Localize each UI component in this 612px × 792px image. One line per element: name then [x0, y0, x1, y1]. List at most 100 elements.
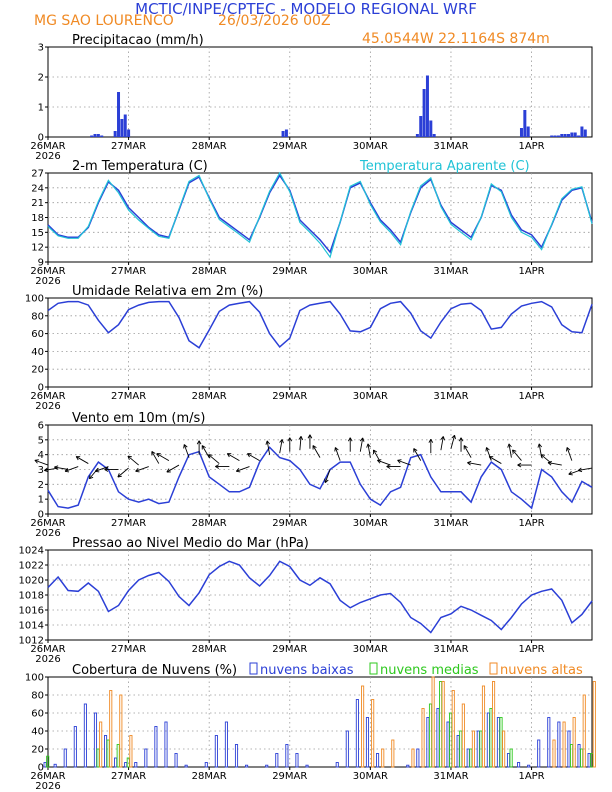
x-tick-label: 30MAR	[353, 391, 388, 402]
cloud-bar-2	[582, 694, 586, 768]
x-tick-label: 27MAR	[111, 771, 146, 782]
cloud-bar-0	[53, 763, 57, 768]
x-tick-label: 26MAR	[30, 141, 65, 152]
header-run-date: 26/03/2026 00Z	[218, 13, 331, 29]
header-coords: 45.0544W 22.1164S 874m	[362, 31, 550, 47]
y-tick-label: 18	[31, 213, 44, 224]
cloud-bar-1	[459, 730, 463, 768]
x-tick-sublabel: 2026	[35, 276, 60, 287]
precip-bar	[566, 134, 570, 137]
wind-arrow-head	[451, 434, 456, 440]
y-tick-label: 21	[31, 198, 44, 209]
wind-arrow	[324, 469, 331, 483]
precip-bar	[526, 126, 530, 137]
wind-arrow	[183, 444, 190, 458]
y-tick-label: 1022	[19, 561, 44, 572]
wind-arrow-head	[540, 454, 545, 459]
cloud-bar-0	[527, 764, 531, 768]
wind-arrow-head	[547, 460, 552, 466]
series-line-0	[47, 300, 593, 349]
x-tick-label: 1APR	[518, 518, 544, 529]
wind-arrow	[54, 466, 69, 470]
cloud-bar-2	[119, 694, 123, 768]
x-tick-label: 27MAR	[111, 518, 146, 529]
cloud-bar-0	[547, 717, 551, 768]
panel-title: Cobertura de Nuvens (%)	[72, 663, 237, 678]
cloud-bar-0	[577, 744, 581, 768]
x-tick-label: 30MAR	[353, 771, 388, 782]
wind-arrow	[508, 443, 512, 458]
x-tick-label: 1APR	[518, 771, 544, 782]
cloud-bar-0	[144, 748, 148, 768]
y-tick-label: 1016	[19, 606, 44, 617]
wind-arrow	[450, 435, 456, 449]
precip-bar	[419, 116, 423, 137]
y-tick-label: 6	[38, 421, 44, 432]
x-tick-label: 27MAR	[111, 644, 146, 655]
wind-arrow-head	[512, 449, 517, 454]
wind-arrow-head	[104, 467, 109, 472]
wind-arrow	[413, 448, 422, 461]
x-tick-sublabel: 2026	[35, 781, 60, 792]
x-tick-label: 30MAR	[353, 644, 388, 655]
wind-arrow	[34, 459, 49, 466]
cloud-bar-0	[426, 717, 430, 768]
x-tick-sublabel: 2026	[35, 151, 60, 162]
wind-arrow-head	[298, 436, 304, 441]
wind-arrow-head	[488, 456, 494, 461]
cloud-bar-2	[421, 708, 425, 768]
cloud-bar-2	[451, 690, 455, 768]
cloud-bar-1	[428, 703, 433, 768]
cloud-bar-0	[436, 708, 440, 768]
precip-bar	[127, 129, 131, 137]
cloud-bar-0	[567, 730, 571, 768]
precip-bar	[425, 75, 429, 137]
wind-arrow-head	[151, 451, 156, 456]
cloud-bar-0	[486, 712, 490, 768]
wind-arrow-head	[566, 447, 571, 452]
panel-title: Pressao ao Nivel Medio do Mar (hPa)	[72, 536, 309, 551]
cloud-bar-0	[184, 764, 188, 768]
wind-arrow-head	[359, 437, 365, 442]
cloud-bar-0	[496, 717, 500, 768]
cloud-bar-0	[305, 764, 309, 768]
y-tick-label: 1020	[19, 576, 44, 587]
wind-arrow-head	[226, 453, 232, 458]
x-tick-sublabel: 2026	[35, 401, 60, 412]
x-tick-label: 29MAR	[272, 518, 307, 529]
wind-arrow-head	[127, 455, 132, 460]
wind-arrow	[440, 436, 444, 451]
x-tick-label: 30MAR	[353, 518, 388, 529]
x-tick-sublabel: 2026	[35, 528, 60, 539]
wind-arrow-head	[568, 470, 573, 476]
wind-arrow-head	[537, 443, 543, 448]
y-tick-label: 0	[38, 763, 44, 774]
cloud-bar-2	[572, 717, 576, 768]
wind-arrow-head	[94, 468, 100, 473]
precip-bar	[580, 126, 584, 137]
wind-arrow	[566, 447, 573, 461]
wind-arrow-head	[88, 474, 94, 480]
x-tick-label: 31MAR	[433, 771, 468, 782]
precip-bar	[523, 110, 527, 137]
cloud-bar-0	[285, 744, 289, 768]
precip-bar	[577, 135, 581, 137]
wind-arrow-head	[208, 454, 213, 459]
y-tick-label: 1	[38, 103, 44, 114]
precip-bar	[570, 132, 574, 137]
cloud-bar-2	[441, 681, 445, 768]
x-tick-label: 27MAR	[111, 141, 146, 152]
cloud-bar-2	[391, 739, 395, 768]
wind-arrow-head	[517, 462, 522, 468]
x-tick-label: 29MAR	[272, 266, 307, 277]
x-tick-label: 29MAR	[272, 391, 307, 402]
cloud-bar-1	[116, 744, 120, 768]
cloud-bar-0	[365, 717, 370, 768]
cloud-bar-1	[46, 755, 50, 768]
wind-arrow-head	[201, 445, 206, 450]
wind-arrow	[463, 445, 472, 458]
wind-arrow-head	[279, 439, 284, 444]
y-tick-label: 3	[38, 465, 44, 476]
y-tick-label: 0	[38, 510, 44, 521]
